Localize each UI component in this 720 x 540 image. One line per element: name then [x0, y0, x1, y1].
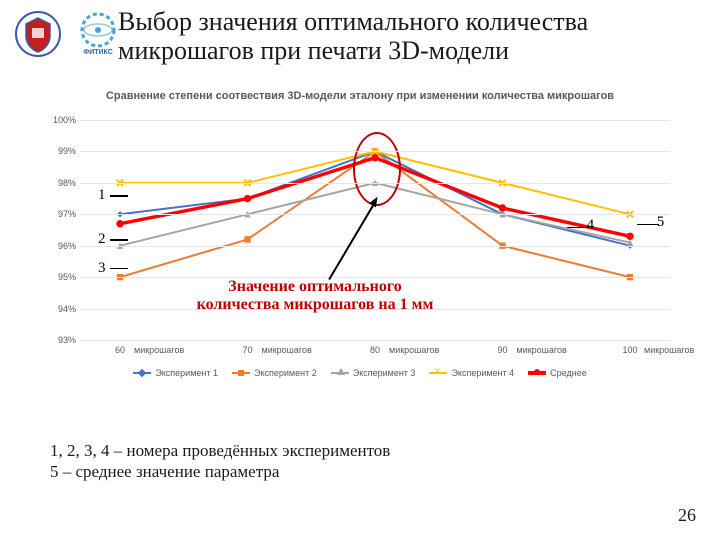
- legend-item: ×Эксперимент 4: [429, 368, 514, 378]
- y-tick-label: 93%: [46, 335, 76, 345]
- footnote-line1: 1, 2, 3, 4 – номера проведённых эксперим…: [50, 440, 390, 461]
- y-tick-label: 97%: [46, 209, 76, 219]
- y-tick-label: 99%: [46, 146, 76, 156]
- callout-text: Значение оптимального количества микроша…: [190, 278, 440, 313]
- x-tick-unit: микрошагов: [262, 345, 312, 355]
- highlight-oval: [353, 132, 401, 206]
- legend-item: Эксперимент 2: [232, 368, 317, 378]
- y-tick-label: 96%: [46, 241, 76, 251]
- legend-item: Эксперимент 1: [133, 368, 218, 378]
- series-index-label: 4: [587, 217, 595, 234]
- slide-title: Выбор значения оптимального количества м…: [118, 8, 698, 65]
- chart-legend: Эксперимент 1 Эксперимент 2 Эксперимент 3 ×…: [40, 368, 680, 378]
- logo-ring-icon: ФИТИКС: [74, 10, 122, 58]
- y-tick-label: 94%: [46, 304, 76, 314]
- slide-root: ФИТИКС Выбор значения оптимального колич…: [0, 0, 720, 540]
- x-tick-unit: микрошагов: [134, 345, 184, 355]
- footnotes: 1, 2, 3, 4 – номера проведённых эксперим…: [50, 440, 390, 483]
- page-number: 26: [678, 505, 696, 526]
- x-tick-unit: микрошагов: [389, 345, 439, 355]
- y-tick-label: 95%: [46, 272, 76, 282]
- legend-item: Эксперимент 3: [331, 368, 416, 378]
- legend-item: Среднее: [528, 368, 587, 378]
- series-index-label: 3: [98, 260, 106, 277]
- chart-title: Сравнение степени соотвествия 3D-модели …: [40, 90, 680, 102]
- chart: Сравнение степени соотвествия 3D-модели …: [40, 90, 680, 420]
- y-tick-label: 98%: [46, 178, 76, 188]
- series-index-label: 2: [98, 231, 106, 248]
- logo-ring-label: ФИТИКС: [83, 49, 113, 56]
- y-tick-label: 100%: [46, 115, 76, 125]
- logo-shield-icon: [14, 10, 62, 58]
- series-index-label: 1: [98, 187, 106, 204]
- x-tick-unit: микрошагов: [644, 345, 694, 355]
- x-tick-unit: микрошагов: [517, 345, 567, 355]
- series-index-label: 5: [657, 214, 665, 231]
- footnote-line2: 5 – среднее значение параметра: [50, 461, 390, 482]
